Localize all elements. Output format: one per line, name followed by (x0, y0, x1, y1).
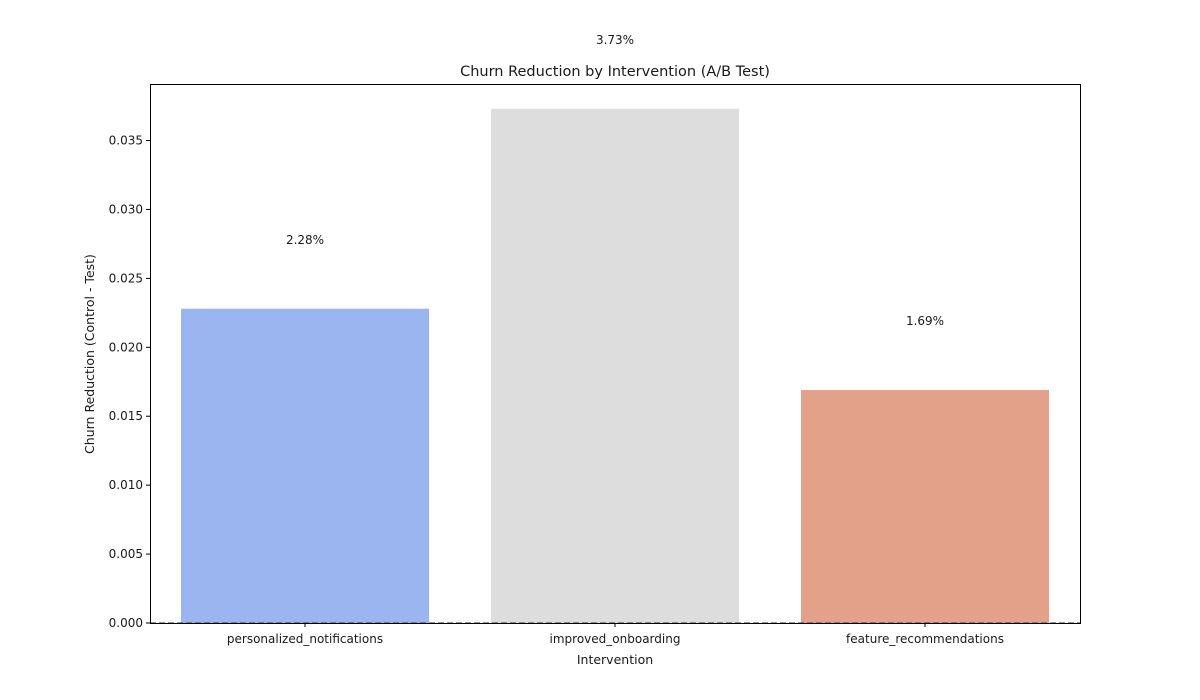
y-tick-label: 0.030 (109, 202, 143, 216)
bar-feature-recommendations (801, 390, 1049, 623)
data-labels: 2.28% 3.73% 1.69% (286, 33, 944, 328)
x-tick-label: personalized_notifications (227, 632, 383, 646)
data-label: 3.73% (596, 33, 634, 47)
x-axis-label: Intervention (577, 652, 653, 667)
y-axis: 0.000 0.005 0.010 0.015 0.020 0.025 0.030 0.035 (109, 134, 150, 630)
data-label: 1.69% (906, 314, 944, 328)
y-axis-label: Churn Reduction (Control - Test) (82, 254, 97, 454)
bar-improved-onboarding (491, 108, 739, 624)
bar-personalized-notifications (181, 308, 429, 623)
x-tick-label: feature_recommendations (846, 632, 1004, 646)
y-tick-label: 0.000 (109, 616, 143, 630)
y-tick-label: 0.015 (109, 409, 143, 423)
y-tick-label: 0.005 (109, 547, 143, 561)
x-axis: personalized_notifications improved_onboa… (227, 623, 1004, 646)
y-tick-label: 0.025 (109, 271, 143, 285)
plot-marks (150, 108, 1080, 624)
x-tick-label: improved_onboarding (550, 632, 681, 646)
y-tick-label: 0.035 (109, 134, 143, 148)
chart-title: Churn Reduction by Intervention (A/B Tes… (460, 64, 770, 80)
data-label: 2.28% (286, 233, 324, 247)
y-tick-label: 0.020 (109, 340, 143, 354)
y-tick-label: 0.010 (109, 478, 143, 492)
